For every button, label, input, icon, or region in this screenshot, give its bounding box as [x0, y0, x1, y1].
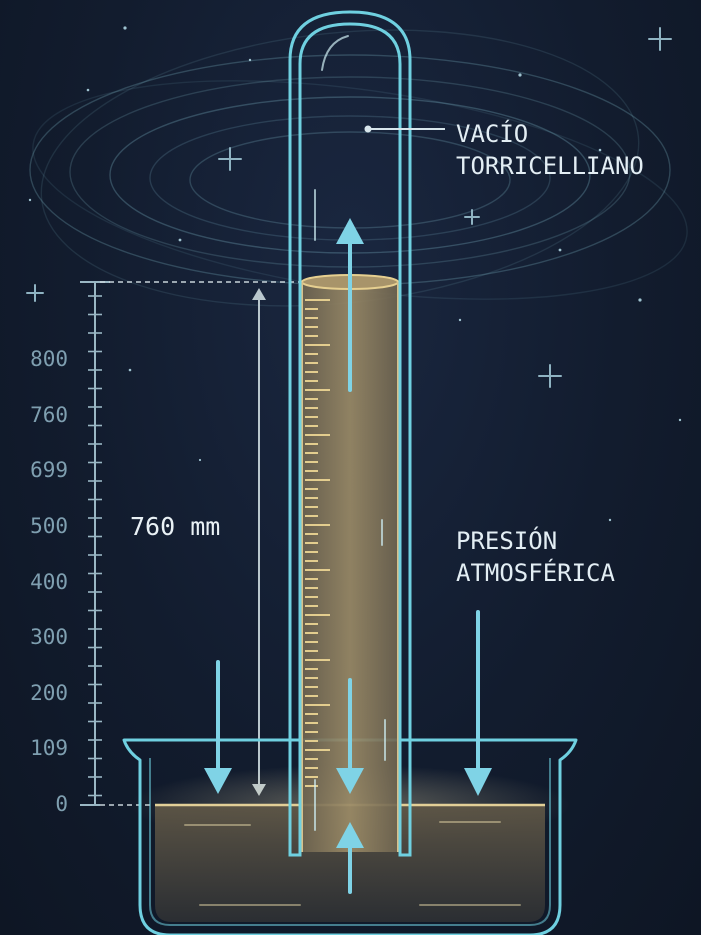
- scale-tick-label: 109: [30, 736, 68, 761]
- arrow-icon: [204, 218, 492, 894]
- scale-tick-label: 800: [30, 347, 68, 371]
- column-height-label: 760 mm: [130, 512, 221, 541]
- height-scale-ruler: [80, 281, 110, 806]
- scale-tick-label: 300: [30, 625, 68, 650]
- star-dots: [28, 26, 682, 522]
- scale-minor-ticks: [88, 295, 102, 797]
- reference-dashed-lines: [100, 281, 305, 806]
- atmospheric-pressure-label: PRESIÓN ATMOSFÉRICA: [456, 525, 615, 589]
- vacuum-label-line1: VACÍO: [456, 120, 529, 148]
- vacuum-label: VACÍO TORRICELLIANO: [456, 118, 644, 182]
- scale-tick-label: 0: [55, 792, 68, 816]
- tube-graduations: [305, 299, 330, 787]
- scale-tick-label: 760: [30, 402, 68, 427]
- mercury-dish: [122, 738, 578, 935]
- pool-highlights: [184, 821, 521, 906]
- scale-tick-label: 400: [30, 569, 68, 594]
- scale-tick-label: 200: [30, 680, 68, 705]
- sparkle-icon: [26, 27, 672, 388]
- column-height-arrow: [252, 288, 266, 796]
- pressure-label-line1: PRESIÓN: [456, 527, 558, 555]
- vacuum-pointer: [364, 125, 445, 133]
- vacuum-label-line2: TORRICELLIANO: [456, 152, 644, 180]
- scale-tick-label: 699: [30, 458, 68, 483]
- pressure-label-line2: ATMOSFÉRICA: [456, 559, 615, 587]
- scale-tick-label: 500: [30, 513, 68, 538]
- tube-highlights: [314, 35, 386, 831]
- glass-tube: [288, 10, 412, 857]
